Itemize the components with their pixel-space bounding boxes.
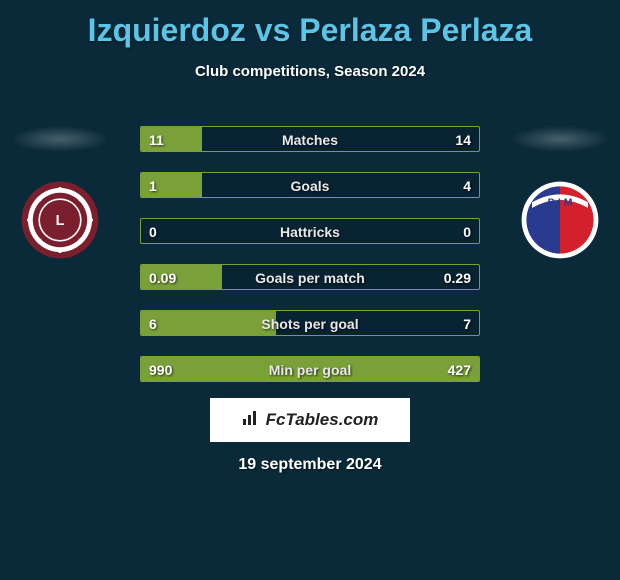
stats-bars: 1114Matches 14Goals 00Hattricks 0.090.29Goa… <box>140 126 480 402</box>
stat-row: 14Goals <box>140 172 480 198</box>
stat-label: Goals <box>141 173 479 198</box>
player-left-shadow <box>10 126 110 152</box>
stat-row: 1114Matches <box>140 126 480 152</box>
club-right-logo: D I M <box>520 180 600 260</box>
stat-row: 990427Min per goal <box>140 356 480 382</box>
branding-text: FcTables.com <box>266 410 379 430</box>
stat-row: 0.090.29Goals per match <box>140 264 480 290</box>
date-text: 19 september 2024 <box>0 456 620 474</box>
chart-icon <box>242 409 260 432</box>
stat-label: Min per goal <box>141 357 479 382</box>
stat-row: 00Hattricks <box>140 218 480 244</box>
stat-label: Hattricks <box>141 219 479 244</box>
branding-badge: FcTables.com <box>210 398 410 442</box>
svg-text:D I M: D I M <box>548 198 573 209</box>
page-title: Izquierdoz vs Perlaza Perlaza <box>0 0 620 49</box>
stat-label: Shots per goal <box>141 311 479 336</box>
stat-row: 67Shots per goal <box>140 310 480 336</box>
club-left-logo: L <box>20 180 100 260</box>
player-right-shadow <box>510 126 610 152</box>
svg-text:L: L <box>56 213 65 229</box>
subtitle: Club competitions, Season 2024 <box>0 63 620 80</box>
stat-label: Matches <box>141 127 479 152</box>
stat-label: Goals per match <box>141 265 479 290</box>
